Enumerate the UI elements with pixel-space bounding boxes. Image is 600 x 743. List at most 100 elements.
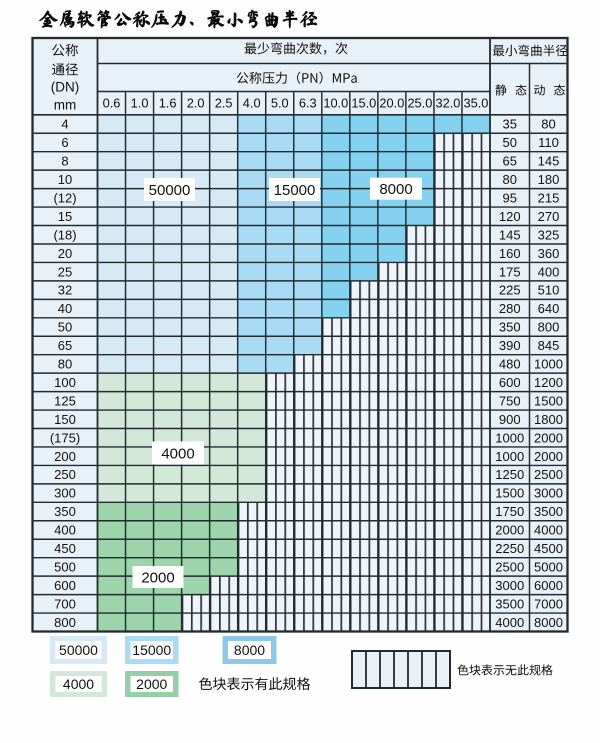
svg-text:4.0: 4.0 — [243, 96, 261, 111]
svg-text:65: 65 — [58, 338, 72, 353]
svg-text:1500: 1500 — [534, 393, 563, 408]
svg-text:8000: 8000 — [234, 642, 265, 658]
svg-text:450: 450 — [54, 541, 76, 556]
svg-text:400: 400 — [538, 264, 560, 279]
svg-text:15: 15 — [58, 209, 72, 224]
svg-text:(12): (12) — [53, 190, 76, 205]
svg-text:300: 300 — [54, 486, 76, 501]
svg-text:32: 32 — [58, 283, 72, 298]
svg-text:25: 25 — [58, 264, 72, 279]
svg-text:2000: 2000 — [136, 676, 167, 692]
svg-text:510: 510 — [538, 283, 560, 298]
svg-text:6: 6 — [61, 135, 68, 150]
svg-text:215: 215 — [538, 190, 560, 205]
svg-text:2000: 2000 — [141, 569, 174, 586]
svg-text:600: 600 — [54, 578, 76, 593]
svg-text:200: 200 — [54, 449, 76, 464]
svg-text:mm: mm — [54, 98, 77, 113]
svg-text:15000: 15000 — [132, 642, 171, 658]
svg-text:80: 80 — [503, 172, 517, 187]
svg-text:845: 845 — [538, 338, 560, 353]
svg-text:2000: 2000 — [534, 449, 563, 464]
svg-text:225: 225 — [499, 283, 521, 298]
svg-text:8000: 8000 — [379, 181, 412, 198]
svg-text:1200: 1200 — [534, 375, 563, 390]
svg-text:4000: 4000 — [495, 615, 524, 630]
svg-text:35: 35 — [503, 117, 517, 132]
svg-text:(DN): (DN) — [51, 80, 80, 95]
svg-text:4000: 4000 — [63, 676, 94, 692]
svg-text:160: 160 — [499, 246, 521, 261]
svg-text:3500: 3500 — [534, 504, 563, 519]
svg-text:2000: 2000 — [495, 523, 524, 538]
svg-text:0.6: 0.6 — [103, 96, 121, 111]
svg-text:500: 500 — [54, 560, 76, 575]
svg-text:50000: 50000 — [59, 642, 98, 658]
svg-text:1000: 1000 — [534, 357, 563, 372]
svg-text:1500: 1500 — [495, 486, 524, 501]
svg-text:40: 40 — [58, 301, 72, 316]
svg-text:80: 80 — [541, 117, 555, 132]
svg-text:(175): (175) — [50, 430, 80, 445]
svg-text:325: 325 — [538, 227, 560, 242]
svg-text:4000: 4000 — [534, 523, 563, 538]
svg-text:1.6: 1.6 — [159, 96, 177, 111]
svg-text:3500: 3500 — [495, 596, 524, 611]
svg-text:900: 900 — [499, 412, 521, 427]
svg-text:125: 125 — [54, 393, 76, 408]
svg-text:1000: 1000 — [495, 449, 524, 464]
svg-text:800: 800 — [54, 615, 76, 630]
svg-text:2.5: 2.5 — [215, 96, 233, 111]
svg-text:145: 145 — [538, 154, 560, 169]
svg-text:800: 800 — [538, 320, 560, 335]
svg-text:2.0: 2.0 — [187, 96, 205, 111]
svg-text:6.3: 6.3 — [299, 96, 317, 111]
svg-text:25.0: 25.0 — [407, 96, 432, 111]
svg-text:15.0: 15.0 — [351, 96, 376, 111]
svg-text:10: 10 — [58, 172, 72, 187]
svg-text:250: 250 — [54, 467, 76, 482]
svg-text:4000: 4000 — [161, 445, 194, 462]
svg-text:50000: 50000 — [149, 182, 191, 199]
svg-text:15000: 15000 — [274, 182, 316, 199]
svg-text:2250: 2250 — [495, 541, 524, 556]
svg-text:35.0: 35.0 — [464, 96, 489, 111]
svg-text:7000: 7000 — [534, 596, 563, 611]
svg-text:80: 80 — [58, 357, 72, 372]
svg-text:50: 50 — [58, 320, 72, 335]
svg-text:8000: 8000 — [534, 615, 563, 630]
svg-text:280: 280 — [499, 301, 521, 316]
svg-text:(18): (18) — [53, 227, 76, 242]
svg-text:145: 145 — [499, 227, 521, 242]
svg-text:390: 390 — [499, 338, 521, 353]
svg-text:110: 110 — [538, 135, 559, 150]
svg-text:600: 600 — [499, 375, 521, 390]
svg-text:360: 360 — [538, 246, 560, 261]
svg-text:4: 4 — [61, 117, 68, 132]
svg-text:150: 150 — [54, 412, 76, 427]
svg-text:2500: 2500 — [534, 467, 563, 482]
svg-text:50: 50 — [503, 135, 517, 150]
svg-text:5.0: 5.0 — [271, 96, 289, 111]
svg-text:4500: 4500 — [534, 541, 563, 556]
svg-text:640: 640 — [538, 301, 560, 316]
svg-text:3000: 3000 — [495, 578, 524, 593]
svg-text:350: 350 — [499, 320, 521, 335]
svg-text:1000: 1000 — [495, 430, 524, 445]
svg-text:2500: 2500 — [495, 560, 524, 575]
svg-text:270: 270 — [538, 209, 560, 224]
svg-text:175: 175 — [499, 264, 521, 279]
svg-text:3000: 3000 — [534, 486, 563, 501]
svg-text:1750: 1750 — [495, 504, 524, 519]
svg-text:95: 95 — [503, 190, 517, 205]
svg-text:2000: 2000 — [534, 430, 563, 445]
svg-text:350: 350 — [54, 504, 76, 519]
svg-text:1800: 1800 — [534, 412, 563, 427]
svg-text:180: 180 — [538, 172, 560, 187]
svg-text:120: 120 — [499, 209, 521, 224]
svg-text:1.0: 1.0 — [131, 96, 149, 111]
svg-text:750: 750 — [499, 393, 521, 408]
svg-text:700: 700 — [54, 596, 76, 611]
svg-text:480: 480 — [499, 357, 521, 372]
svg-text:1250: 1250 — [495, 467, 524, 482]
